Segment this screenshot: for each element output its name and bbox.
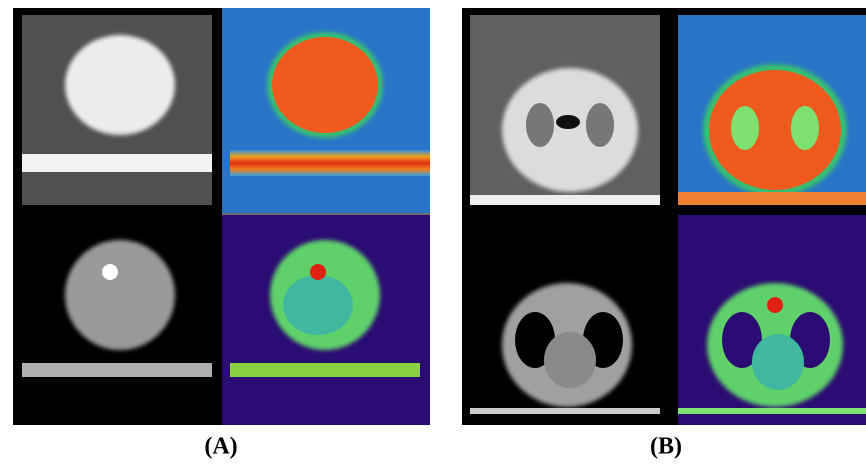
color-map-bone: [310, 264, 326, 280]
color-map-core: [283, 275, 353, 335]
ct-heart: [544, 332, 596, 388]
ct-body: [502, 68, 638, 192]
ct-airway: [556, 115, 580, 129]
ct-body: [65, 240, 175, 350]
color-map-lung: [791, 106, 819, 150]
color-map-bed: [230, 363, 420, 377]
ct-body: [65, 35, 175, 135]
color-map-bed: [230, 150, 430, 176]
color-map-heart: [752, 334, 804, 390]
panel-a: [13, 8, 430, 425]
color-map-bed: [678, 408, 866, 414]
panel-label: (A): [204, 434, 237, 460]
panel-b: [462, 8, 866, 425]
panel-label: (B): [650, 434, 682, 460]
ct-lung: [586, 103, 614, 147]
ct-bed: [22, 154, 212, 172]
color-map-body: [272, 37, 378, 133]
color-map-body: [709, 70, 841, 190]
page: (A) (B) (() => { const data = JSON.parse…: [0, 0, 866, 464]
color-map-bone: [767, 297, 783, 313]
ct-lung: [526, 103, 554, 147]
figure: (A) (B): [0, 0, 866, 464]
ct-bed: [470, 408, 660, 414]
ct-bed: [22, 363, 212, 377]
color-map-bed: [678, 192, 866, 205]
color-map-lung: [731, 106, 759, 150]
ct-bone: [102, 264, 118, 280]
ct-bed: [470, 195, 660, 205]
